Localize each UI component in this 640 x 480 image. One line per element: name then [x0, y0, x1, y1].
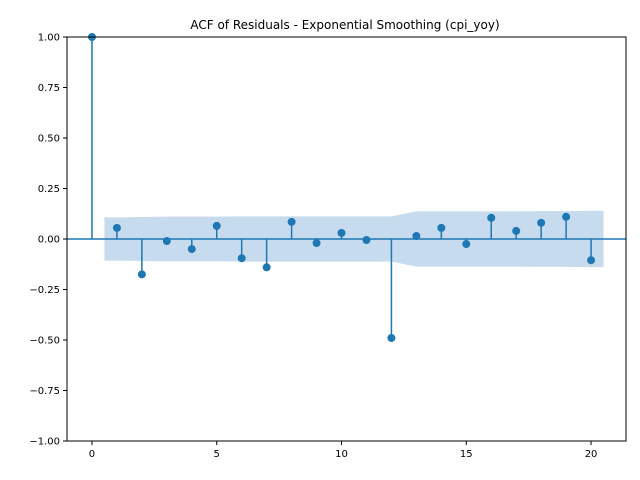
- marker-lag-5: [212, 221, 221, 230]
- marker-lag-9: [312, 239, 321, 248]
- x-tick-label: 5: [214, 449, 220, 460]
- y-tick-label: −0.75: [29, 386, 60, 397]
- marker-lag-6: [237, 254, 246, 263]
- marker-lag-15: [462, 240, 471, 249]
- marker-lag-13: [412, 231, 421, 240]
- y-tick-label: 0.75: [38, 83, 60, 94]
- x-tick-label: 0: [89, 449, 95, 460]
- y-tick-label: −0.50: [29, 336, 60, 347]
- marker-lag-18: [537, 218, 546, 227]
- marker-lag-20: [587, 256, 596, 265]
- plot-area: 0 5 10 15 20 −1.00 −0.75 −0.50 −0.25 0.00 0.25 0.50…: [29, 33, 627, 460]
- x-tick-label: 15: [460, 449, 473, 460]
- marker-lag-1: [112, 223, 121, 232]
- y-tick-label: 0.50: [38, 134, 60, 145]
- marker-lag-2: [137, 270, 146, 279]
- y-tick-label: 0.00: [38, 235, 60, 246]
- marker-lag-14: [437, 223, 446, 232]
- y-tick-label: 1.00: [38, 33, 60, 44]
- marker-lag-19: [562, 212, 571, 221]
- y-tick-label: −1.00: [29, 437, 60, 448]
- marker-lag-11: [362, 236, 371, 245]
- marker-lag-4: [187, 245, 196, 254]
- marker-lag-16: [487, 213, 496, 222]
- y-tick-label: −0.25: [29, 285, 60, 296]
- y-tick-label: 0.25: [38, 184, 60, 195]
- marker-lag-10: [337, 228, 346, 237]
- x-tick-label: 20: [585, 449, 598, 460]
- x-tick-label: 10: [335, 449, 348, 460]
- marker-lag-3: [162, 237, 171, 246]
- chart-title: ACF of Residuals - Exponential Smoothing…: [190, 18, 499, 32]
- marker-lag-17: [512, 226, 521, 235]
- marker-lag-12: [387, 333, 396, 342]
- marker-lag-7: [262, 263, 271, 272]
- marker-lag-8: [287, 217, 296, 226]
